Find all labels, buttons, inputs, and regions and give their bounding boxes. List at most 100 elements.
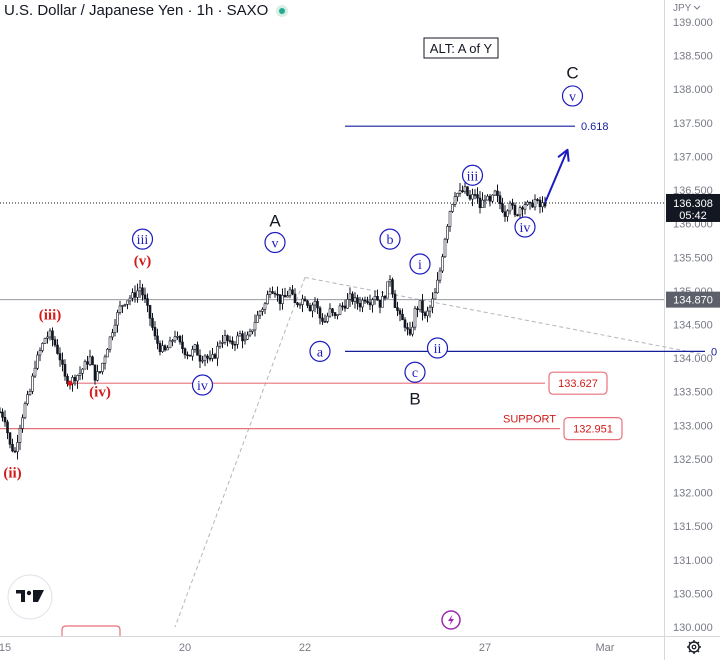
candle — [418, 300, 422, 313]
candle — [301, 294, 304, 313]
candle — [1, 408, 4, 422]
candle — [416, 306, 419, 318]
candle — [208, 350, 212, 362]
level-price-badge: 134.870 — [666, 291, 720, 308]
candle — [38, 347, 42, 362]
candle — [198, 349, 202, 368]
x-tick-label: 20 — [179, 642, 191, 654]
wave-label-text: B — [409, 389, 420, 408]
wave-label-text: (v) — [134, 254, 152, 270]
candle — [63, 359, 67, 381]
candle — [353, 292, 357, 309]
x-tick-label: 22 — [299, 642, 311, 654]
market-status-icon — [276, 4, 289, 17]
candle — [351, 291, 354, 305]
candle — [513, 202, 517, 218]
candle — [383, 294, 387, 301]
wave-label: c — [404, 361, 426, 383]
candle — [193, 343, 197, 353]
candle — [458, 182, 462, 197]
candle — [428, 304, 432, 318]
lightning-icon[interactable] — [441, 610, 461, 630]
y-tick-label: 137.500 — [673, 118, 713, 130]
support-label: SUPPORT — [503, 414, 556, 426]
candle — [356, 294, 359, 310]
arrow-head-icon — [557, 148, 570, 162]
wave-label-text: ii — [434, 342, 442, 357]
wave-label: (iii) — [39, 307, 62, 323]
wave-label-text: (ii) — [3, 465, 21, 481]
currency-label: JPY — [673, 3, 692, 14]
candle — [378, 299, 382, 314]
candle — [136, 283, 139, 303]
candle — [188, 354, 192, 357]
partial-badge — [61, 625, 121, 636]
level-badge-label: 132.951 — [573, 424, 613, 436]
candle — [28, 388, 32, 396]
candle — [493, 189, 497, 197]
wave-label: iii — [131, 228, 154, 250]
candle — [516, 213, 519, 217]
candle — [36, 351, 39, 371]
candle — [341, 302, 344, 311]
candle — [461, 185, 464, 193]
candle — [388, 275, 392, 287]
candle — [311, 302, 314, 318]
candle — [236, 331, 239, 349]
candle — [263, 302, 267, 314]
wave-label: (v) — [134, 254, 152, 270]
wave-label: iv — [514, 216, 536, 238]
price-axis-background — [664, 0, 720, 660]
y-tick-label: 138.000 — [673, 84, 713, 96]
wave-label-text: i — [418, 258, 422, 273]
candle — [313, 297, 317, 313]
candle — [368, 294, 372, 310]
candle — [538, 196, 542, 214]
y-tick-label: 130.500 — [673, 588, 713, 600]
candle — [13, 447, 17, 454]
candle — [498, 191, 502, 210]
wave-label-text: (iv) — [89, 385, 111, 401]
settings-gear-icon[interactable] — [687, 640, 701, 654]
candle — [473, 189, 477, 200]
currency-button[interactable]: JPY — [673, 3, 701, 14]
candle — [413, 305, 417, 331]
candle — [286, 290, 289, 298]
candle — [21, 414, 24, 433]
y-tick-label: 132.000 — [673, 488, 713, 500]
candle — [83, 359, 87, 370]
candle — [88, 349, 92, 367]
y-tick-label: 131.000 — [673, 555, 713, 567]
candle — [326, 312, 329, 324]
candle — [373, 290, 377, 305]
candle — [228, 335, 232, 344]
candle — [191, 345, 194, 361]
candle — [526, 200, 529, 206]
candle — [243, 331, 247, 345]
candle — [476, 187, 479, 204]
candle — [331, 307, 334, 317]
wave-label-text: iii — [467, 169, 479, 184]
candle — [431, 292, 434, 314]
candle — [61, 352, 64, 372]
candle — [271, 286, 274, 295]
candle — [481, 192, 484, 208]
candle — [366, 296, 369, 305]
wave-label: (iv) — [89, 385, 111, 401]
candle — [501, 197, 504, 214]
candle — [343, 299, 347, 312]
candle — [346, 293, 349, 309]
candle — [261, 307, 264, 316]
y-tick-label: 134.000 — [673, 353, 713, 365]
triangle-trendline — [304, 276, 706, 356]
candle — [176, 331, 179, 340]
candle — [211, 348, 214, 362]
candle — [143, 287, 147, 304]
wave-label: C — [566, 63, 578, 82]
y-tick-label: 132.500 — [673, 454, 713, 466]
y-tick-label: 133.000 — [673, 420, 713, 432]
candle — [506, 209, 509, 222]
candle — [16, 434, 19, 460]
